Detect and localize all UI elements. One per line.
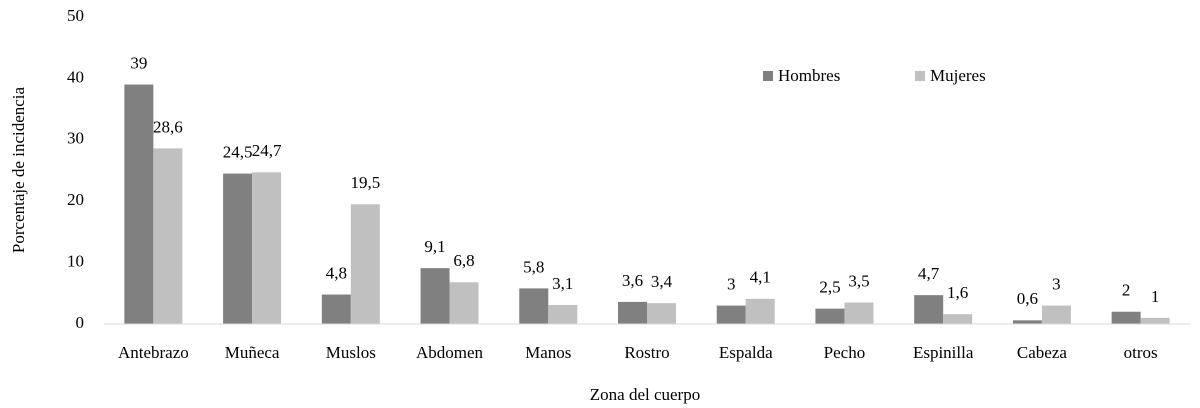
legend-swatch: [763, 71, 773, 81]
x-axis-label: Zona del cuerpo: [590, 385, 700, 404]
x-tick-label: Espalda: [719, 343, 773, 362]
bar: [1012, 320, 1042, 324]
bar: [943, 314, 973, 324]
bar: [647, 303, 676, 324]
bar: [153, 148, 183, 324]
x-tick-label: Cabeza: [1017, 343, 1067, 362]
bar: [1041, 305, 1071, 324]
data-label: 2,5: [819, 278, 840, 297]
bar: [815, 308, 845, 324]
data-label: 3: [1052, 274, 1061, 293]
data-label: 28,6: [153, 117, 183, 136]
bar: [716, 305, 746, 324]
x-tick-label: Abdomen: [416, 343, 484, 362]
legend-swatch: [915, 71, 925, 81]
bar: [844, 302, 874, 324]
x-tick-label: otros: [1124, 343, 1158, 362]
data-label: 39: [130, 53, 147, 72]
data-label: 1: [1151, 287, 1160, 306]
data-label: 4,1: [750, 268, 771, 287]
y-tick-label: 20: [67, 190, 84, 209]
data-label: 24,7: [252, 141, 282, 160]
bar: [223, 173, 253, 324]
data-label: 5,8: [523, 257, 544, 276]
data-label: 3,4: [651, 272, 673, 291]
data-label: 4,8: [326, 263, 347, 282]
x-tick-label: Muslos: [326, 343, 376, 362]
legend-label: Hombres: [778, 66, 840, 85]
x-tick-label: Antebrazo: [118, 343, 189, 362]
x-tick-label: Espinilla: [913, 343, 974, 362]
data-label: 24,5: [223, 142, 253, 161]
x-tick-label: Manos: [525, 343, 571, 362]
data-label: 3: [727, 274, 736, 293]
bar: [124, 84, 154, 324]
x-tick-label: Muñeca: [225, 343, 280, 362]
data-label: 0,6: [1017, 289, 1038, 308]
y-tick-label: 30: [67, 129, 84, 148]
bar: [420, 268, 450, 324]
data-label: 6,8: [453, 251, 474, 270]
bar: [914, 295, 944, 324]
data-label: 19,5: [350, 173, 380, 192]
x-tick-label: Rostro: [624, 343, 669, 362]
data-label: 4,7: [918, 264, 940, 283]
bar: [350, 204, 380, 324]
y-tick-label: 50: [67, 6, 84, 25]
x-tick-label: Pecho: [824, 343, 866, 362]
y-tick-label: 10: [67, 252, 84, 271]
bar: [618, 301, 647, 324]
bar: [745, 298, 775, 324]
y-tick-label: 0: [76, 313, 85, 332]
bar: [1111, 311, 1141, 324]
data-label: 1,6: [947, 283, 968, 302]
bar: [321, 294, 351, 324]
y-axis-label: Porcentaje de incidencia: [9, 86, 28, 253]
y-tick-label: 40: [67, 67, 84, 86]
bar: [252, 172, 282, 324]
bar: [449, 282, 479, 324]
bar: [519, 288, 549, 324]
bar: [1140, 317, 1170, 324]
data-label: 3,5: [848, 271, 869, 290]
data-label: 3,6: [622, 271, 643, 290]
bar: [548, 304, 578, 324]
data-label: 3,1: [552, 274, 573, 293]
data-label: 9,1: [424, 237, 445, 256]
legend-label: Mujeres: [930, 66, 986, 85]
data-label: 2: [1122, 281, 1131, 300]
